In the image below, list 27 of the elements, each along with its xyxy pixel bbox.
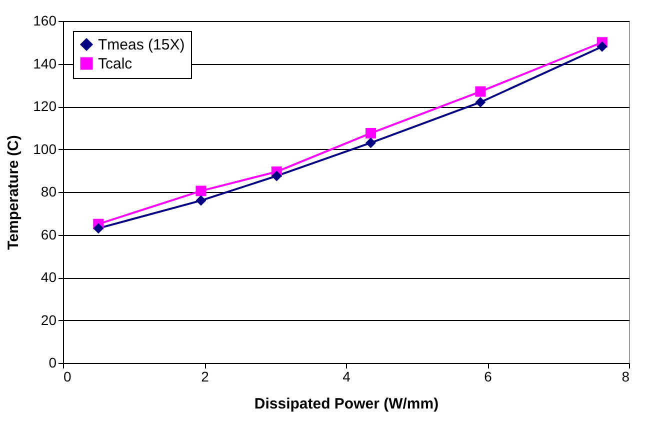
y-axis-title: Temperature (C) (5, 135, 22, 250)
x-tick-label: 2 (201, 368, 210, 384)
point (366, 138, 376, 148)
point (196, 186, 206, 196)
y-tick-label: 40 (40, 269, 57, 285)
legend-label: Tcalc (98, 56, 133, 72)
x-axis-title: Dissipated Power (W/mm) (254, 396, 439, 412)
legend-label: Tmeas (15X) (98, 36, 185, 54)
x-tick-label: 4 (342, 368, 351, 384)
x-tick-label: 6 (484, 368, 492, 384)
y-tick-label: 0 (48, 354, 57, 370)
point (93, 223, 104, 234)
y-tick-label: 20 (40, 312, 57, 328)
point (475, 96, 486, 108)
x-tick-label: 8 (622, 368, 630, 384)
y-tick-label: 80 (40, 184, 57, 200)
y-tick-label: 120 (33, 98, 57, 114)
point (475, 86, 486, 97)
x-tick-label: 0 (64, 368, 72, 384)
point (596, 41, 608, 52)
y-tick-label: 100 (33, 140, 57, 157)
y-tick-label: 140 (33, 55, 57, 72)
y-tick-label: 160 (33, 12, 57, 28)
point (196, 195, 206, 206)
y-tick-label: 60 (40, 226, 57, 242)
point (366, 128, 376, 138)
point (271, 170, 282, 182)
